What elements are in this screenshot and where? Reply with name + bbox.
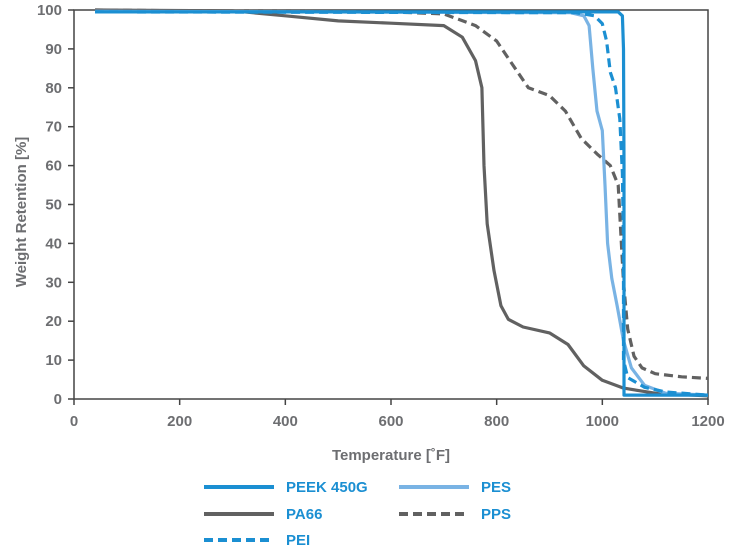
y-tick-label: 80 — [45, 80, 62, 97]
y-tick-label: 90 — [45, 41, 62, 58]
legend-label: PPS — [481, 506, 511, 523]
legend-item-pes: PES — [399, 479, 511, 496]
series-line-peek-450g — [95, 10, 708, 397]
y-tick-label: 60 — [45, 158, 62, 175]
legend-label: PEEK 450G — [286, 479, 368, 496]
x-tick-label: 600 — [378, 413, 403, 430]
y-tick-label: 100 — [37, 2, 62, 19]
series-line-pa66 — [95, 8, 709, 398]
y-tick-label: 50 — [45, 197, 62, 214]
legend-label: PEI — [286, 532, 310, 549]
series-lines — [95, 8, 709, 398]
legend-item-pa66: PA66 — [204, 506, 322, 523]
legend-label: PA66 — [286, 506, 322, 523]
x-axis-title: Temperature [˚F] — [332, 447, 450, 464]
legend-label: PES — [481, 479, 511, 496]
series-line-pes — [95, 9, 709, 397]
y-tick-label: 0 — [54, 391, 62, 408]
series-line-pei — [95, 10, 709, 397]
plot-frame — [73, 9, 709, 400]
legend: PEEK 450G PA66 PEI PES PPS — [204, 479, 511, 549]
x-tick-label: 1200 — [691, 413, 724, 430]
x-tick-label: 0 — [70, 413, 78, 430]
x-tick-label: 1000 — [586, 413, 619, 430]
y-tick-label: 30 — [45, 274, 62, 291]
x-tick-label: 400 — [273, 413, 298, 430]
legend-item-pps: PPS — [399, 506, 511, 523]
y-axis-title: Weight Retention [%] — [13, 137, 30, 288]
legend-item-peek-450g: PEEK 450G — [204, 479, 368, 496]
y-tick-label: 70 — [45, 119, 62, 136]
y-axis: 0 10 20 30 40 50 60 70 80 90 100 — [37, 2, 74, 408]
x-tick-label: 800 — [484, 413, 509, 430]
series-line-pps — [95, 8, 709, 380]
y-tick-label: 10 — [45, 352, 62, 369]
legend-item-pei: PEI — [204, 532, 310, 549]
x-axis: 0 200 400 600 800 1000 1200 — [70, 399, 725, 430]
plot-area — [73, 9, 709, 400]
y-tick-label: 40 — [45, 235, 62, 252]
x-tick-label: 200 — [167, 413, 192, 430]
y-tick-label: 20 — [45, 313, 62, 330]
